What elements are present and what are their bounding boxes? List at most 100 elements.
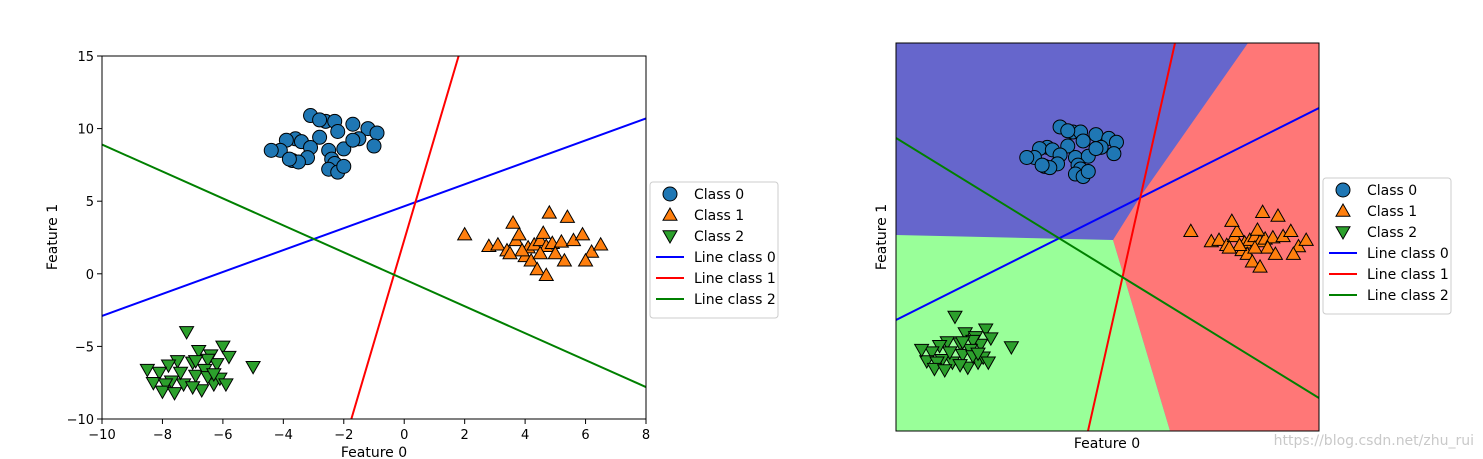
left-plot-area: [102, 56, 646, 419]
right-point-class-1: [1229, 223, 1245, 238]
watermark: https://blog.csdn.net/zhu_rui: [1274, 433, 1474, 449]
right-point-class-2: [913, 343, 930, 358]
right-point-class-2: [977, 323, 994, 338]
right-point-class-2: [941, 346, 958, 361]
right-point-class-1: [1182, 223, 1199, 238]
left-point-class-0: [369, 125, 385, 141]
left-point-class-2: [154, 385, 171, 400]
left-point-class-1: [553, 233, 570, 248]
left-point-class-1: [505, 214, 521, 229]
right-legend-label-class-0: Class 0: [1367, 183, 1417, 199]
right-point-class-2: [918, 355, 935, 370]
right-point-class-2: [965, 334, 981, 349]
right-line-class-0: [896, 107, 1319, 321]
right-point-class-2: [954, 336, 971, 350]
left-point-class-0: [366, 138, 382, 154]
left-point-class-0: [263, 142, 279, 158]
left-y-ticks: −10 −5 0 5 10 15: [67, 50, 102, 428]
right-plot-frame: [895, 42, 1320, 432]
left-chart: −10 −8 −6 −4 −2 0 2 4 6 8 −10 −5 0 5 10 15 Feature 0 F…: [45, 50, 779, 459]
left-point-class-0: [336, 158, 352, 174]
right-point-class-0: [1106, 146, 1122, 162]
right-point-class-1: [1264, 229, 1281, 244]
left-point-class-2: [221, 350, 237, 365]
left-x-tick-label: 8: [642, 428, 650, 443]
left-point-class-1: [502, 245, 518, 260]
left-point-class-1: [556, 252, 573, 267]
left-point-class-0: [312, 112, 328, 128]
left-point-class-2: [151, 366, 168, 381]
right-legend-box: [1322, 177, 1452, 315]
right-y-axis-label: Feature 1: [874, 204, 890, 270]
right-data-points: [913, 119, 1315, 378]
right-point-class-2: [957, 327, 974, 342]
left-point-class-2: [145, 376, 162, 391]
left-point-class-1: [535, 225, 552, 239]
right-point-class-2: [926, 362, 943, 377]
left-point-class-1: [490, 236, 506, 251]
left-point-class-2: [178, 326, 195, 340]
left-y-tick-label: −10: [67, 413, 94, 428]
left-y-tick-label: −5: [75, 340, 94, 355]
right-point-class-1: [1211, 232, 1227, 246]
left-legend-label-line-1: Line class 1: [694, 271, 776, 287]
right-decision-lines: [896, 43, 1319, 431]
right-point-class-2: [947, 310, 963, 325]
left-point-class-2: [187, 355, 204, 369]
right-point-class-1: [1223, 213, 1240, 227]
left-point-class-1: [514, 242, 530, 257]
right-point-class-1: [1270, 208, 1286, 222]
right-point-class-1: [1252, 258, 1268, 273]
left-point-class-1: [532, 245, 549, 260]
right-point-class-0: [1034, 157, 1050, 173]
right-legend: Class 0 Class 1 Class 2 Line class 0 Line cl…: [1322, 177, 1452, 315]
left-x-tick-label: −8: [153, 428, 172, 443]
right-point-class-1: [1285, 246, 1302, 260]
left-legend-label-class-1: Class 1: [694, 208, 744, 224]
left-legend-marker-class-1: [662, 206, 678, 221]
left-legend-box: [649, 181, 779, 319]
left-point-class-1: [559, 209, 576, 223]
class-2-region: [896, 235, 1170, 431]
right-point-class-0: [1080, 163, 1096, 179]
left-point-class-0: [330, 124, 346, 140]
right-point-class-2: [970, 347, 986, 362]
left-point-class-2: [160, 359, 177, 374]
left-y-tick-label: 0: [86, 268, 94, 283]
left-y-tick-label: 15: [77, 50, 94, 65]
left-point-class-2: [193, 384, 210, 398]
right-point-class-1: [1231, 237, 1248, 252]
right-legend-marker-class-2: [1335, 226, 1351, 241]
left-x-ticks: −10 −8 −6 −4 −2 0 2 4 6 8: [88, 419, 650, 443]
left-x-axis-label: Feature 0: [341, 445, 407, 459]
left-point-class-0: [345, 116, 361, 132]
left-point-class-1: [592, 236, 609, 251]
left-point-class-1: [538, 267, 555, 282]
left-legend-label-class-2: Class 2: [694, 229, 744, 245]
right-point-class-1: [1282, 223, 1299, 238]
right-legend-marker-class-0: [1335, 182, 1351, 198]
left-point-class-2: [208, 358, 225, 372]
left-x-tick-label: 0: [400, 428, 408, 443]
right-legend-label-class-1: Class 1: [1367, 204, 1417, 220]
left-legend-marker-class-0: [662, 186, 678, 202]
left-y-tick-label: 5: [86, 195, 94, 210]
right-line-class-2: [896, 137, 1319, 399]
left-legend-label-class-0: Class 0: [694, 187, 744, 203]
right-legend-label-line-0: Line class 0: [1367, 246, 1449, 262]
left-point-class-1: [456, 226, 473, 241]
left-point-class-1: [577, 252, 594, 267]
right-legend-label-class-2: Class 2: [1367, 225, 1417, 241]
left-legend-label-line-2: Line class 2: [694, 292, 776, 308]
left-point-class-2: [218, 378, 234, 393]
right-line-class-1: [1087, 43, 1176, 431]
left-decision-lines: [102, 56, 646, 419]
left-x-tick-label: 6: [581, 428, 589, 443]
right-legend-label-line-1: Line class 1: [1367, 267, 1449, 283]
left-point-class-2: [215, 340, 231, 355]
left-point-class-1: [511, 226, 527, 241]
right-point-class-0: [1088, 141, 1104, 157]
left-point-class-2: [190, 345, 207, 359]
left-point-class-2: [184, 381, 201, 396]
